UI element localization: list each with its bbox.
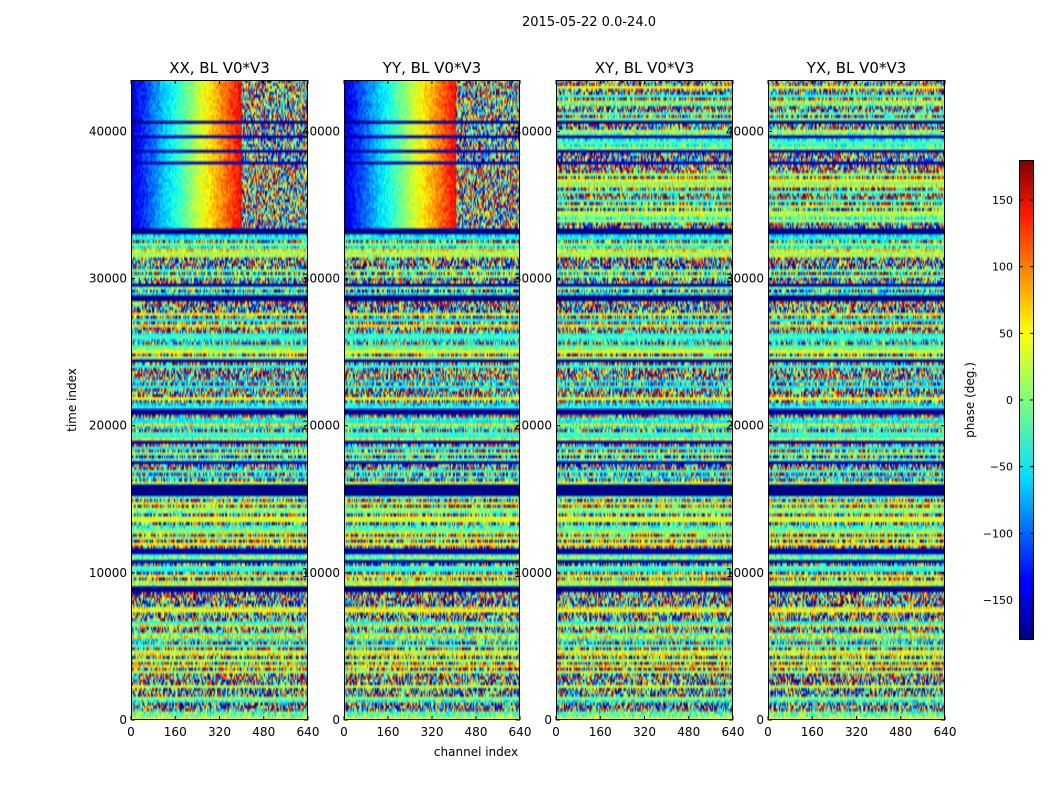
panel-title-xx: XX, BL V0*V3 [169,59,270,77]
x-tick-label: 640 [509,725,532,739]
colorbar-tick-label: 100 [992,261,1013,274]
x-tick-label: 480 [465,725,488,739]
x-tick-label: 0 [552,725,560,739]
x-tick-label: 640 [934,725,957,739]
x-tick-label: 160 [164,725,187,739]
panel-title-yx: YX, BL V0*V3 [806,59,907,77]
y-tick-label: 0 [119,713,127,727]
colorbar-ticks: −150 −100 −50 0 50 100 150 [983,194,1034,607]
x-tick-label: 640 [722,725,745,739]
axis-ticks-xy: 0 160 320 480 640 0 10000 20000 30000 40000 [514,80,745,739]
y-tick-label: 30000 [514,272,552,286]
x-tick-label: 480 [677,725,700,739]
x-tick-label: 320 [845,725,868,739]
axis-ticks-yy: 0 160 320 480 640 0 10000 20000 30000 40000 [302,80,532,739]
heatmap-xx [131,80,308,720]
colorbar-gradient [1019,160,1034,640]
y-tick-label: 40000 [514,124,552,138]
x-tick-label: 320 [208,725,231,739]
colorbar-tick-label: 0 [1006,394,1013,407]
x-tick-label: 160 [801,725,824,739]
colorbar-tick-label: −150 [983,594,1013,607]
heatmap-xy [556,80,733,720]
x-tick-label: 320 [633,725,656,739]
y-tick-label: 20000 [89,419,127,433]
colorbar-label: phase (deg.) [963,362,977,438]
x-tick-label: 0 [764,725,772,739]
figure-title: 2015-05-22 0.0-24.0 [522,15,656,30]
y-tick-label: 0 [756,713,764,727]
y-tick-label: 20000 [726,419,764,433]
panel-title-yy: YY, BL V0*V3 [382,59,481,77]
y-axis-label: time index [65,368,79,432]
panel-title-xy: XY, BL V0*V3 [595,59,695,77]
x-tick-label: 160 [377,725,400,739]
y-tick-label: 20000 [514,419,552,433]
x-tick-label: 160 [589,725,612,739]
axis-ticks-xx: 0 160 320 480 640 0 10000 20000 30000 40000 [89,80,320,739]
y-tick-label: 10000 [726,566,764,580]
x-tick-label: 0 [340,725,348,739]
panel-xx: XX, BL V0*V3 0 160 320 480 640 0 10000 20000 300… [89,59,320,739]
panel-yy: YY, BL V0*V3 0 160 320 480 640 0 10000 20000 300… [302,59,532,739]
y-tick-label: 0 [332,713,340,727]
y-tick-label: 20000 [302,419,340,433]
y-tick-label: 40000 [302,124,340,138]
heatmap-yx [768,80,945,720]
panel-yx: YX, BL V0*V3 0 160 320 480 640 0 10000 20000 300… [726,59,957,739]
y-tick-label: 0 [544,713,552,727]
colorbar-tick-label: 150 [992,194,1013,207]
colorbar: −150 −100 −50 0 50 100 150 phase (deg.) [963,160,1034,640]
x-tick-label: 480 [889,725,912,739]
x-tick-label: 0 [127,725,135,739]
axis-ticks-yx: 0 160 320 480 640 0 10000 20000 30000 40000 [726,80,957,739]
y-tick-label: 30000 [302,272,340,286]
y-tick-label: 10000 [302,566,340,580]
colorbar-tick-label: 50 [999,327,1013,340]
x-tick-label: 640 [297,725,320,739]
y-tick-label: 30000 [89,272,127,286]
colorbar-tick-label: −50 [990,461,1013,474]
heatmap-yy [344,80,520,720]
y-tick-label: 10000 [514,566,552,580]
y-tick-label: 40000 [726,124,764,138]
x-tick-label: 480 [252,725,275,739]
y-tick-label: 10000 [89,566,127,580]
y-tick-label: 30000 [726,272,764,286]
panel-xy: XY, BL V0*V3 0 160 320 480 640 0 10000 20000 300… [514,59,745,739]
x-axis-label: channel index [434,745,518,759]
colorbar-tick-label: −100 [983,527,1013,540]
y-tick-label: 40000 [89,124,127,138]
x-tick-label: 320 [421,725,444,739]
